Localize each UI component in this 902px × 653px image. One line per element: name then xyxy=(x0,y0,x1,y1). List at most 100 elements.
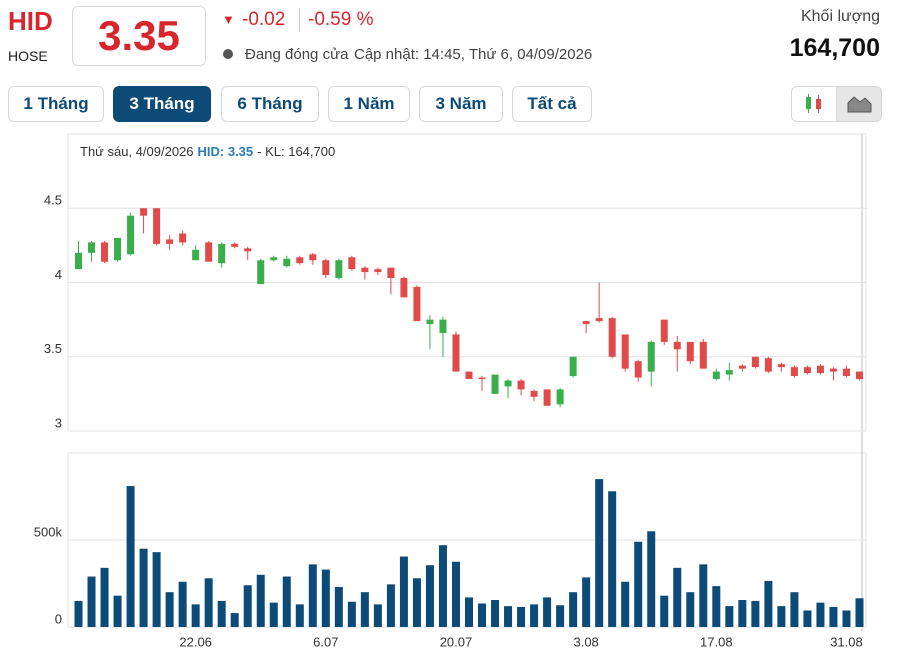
candle-body xyxy=(751,356,759,368)
candle-body xyxy=(452,334,460,372)
candle-body xyxy=(127,215,135,255)
candle-body xyxy=(257,260,265,284)
candle-body xyxy=(374,269,382,273)
volume-bar xyxy=(87,576,96,627)
tab[interactable]: 1 Tháng xyxy=(8,86,104,122)
volume-bar xyxy=(74,600,83,627)
volume-bar xyxy=(243,585,252,627)
candle-body xyxy=(647,341,655,372)
candle-body xyxy=(699,341,707,369)
volume-bar xyxy=(608,491,617,627)
volume-bar xyxy=(790,592,799,627)
candle-body xyxy=(829,368,837,372)
tooltip-date: Thứ sáu, 4/09/2026 xyxy=(80,144,194,159)
candle-body xyxy=(192,249,200,261)
candle-body xyxy=(816,365,824,374)
candle-body xyxy=(465,371,473,380)
tab[interactable]: Tất cả xyxy=(512,86,592,122)
candle-body xyxy=(205,242,213,262)
x-tick-label: 22.06 xyxy=(179,634,212,649)
x-tick-label: 31.08 xyxy=(830,634,863,649)
volume-bar xyxy=(855,598,864,627)
candle-body xyxy=(413,286,421,322)
candle-body xyxy=(231,243,239,247)
area-icon xyxy=(847,96,872,113)
volume-bar xyxy=(764,580,773,627)
volume-bar xyxy=(282,576,291,627)
tab[interactable]: 6 Tháng xyxy=(221,86,319,122)
candle-body xyxy=(621,334,629,369)
volume-bar xyxy=(165,592,174,627)
volume-bar xyxy=(582,577,591,627)
candle-body xyxy=(244,248,252,252)
candle-body xyxy=(582,321,590,325)
volume-bar xyxy=(829,606,838,627)
tooltip: Thứ sáu, 4/09/2026 HID: 3.35- KL: 164,700 xyxy=(80,144,335,159)
candle-icon xyxy=(806,94,821,113)
down-arrow: ▼ xyxy=(222,12,235,27)
candle-body xyxy=(400,278,408,298)
x-tick-label: 20.07 xyxy=(440,634,473,649)
volume-bar xyxy=(113,595,122,627)
candle-body xyxy=(725,370,733,375)
candle-body xyxy=(309,254,317,261)
volume-bar xyxy=(152,552,161,627)
candle-body xyxy=(543,389,551,406)
updated: Cập nhật: 14:45, Thứ 6, 04/09/2026 xyxy=(354,46,593,63)
volume-bar xyxy=(360,592,369,627)
candle-body xyxy=(361,267,369,273)
candle-body xyxy=(439,319,447,333)
volume-bar xyxy=(230,613,239,627)
volume-bar xyxy=(517,606,526,627)
status: Đang đóng cửa xyxy=(245,46,349,63)
volume-bar xyxy=(438,545,447,627)
volume-bar xyxy=(647,531,656,627)
volume-bar xyxy=(373,604,382,627)
candle-body xyxy=(88,242,96,253)
tooltip-price: HID: 3.35 xyxy=(198,144,254,159)
tab[interactable]: 3 Tháng xyxy=(113,86,211,122)
volume-bar xyxy=(751,600,760,627)
candle-body xyxy=(75,252,83,270)
candle-body xyxy=(140,208,148,216)
volume-bar xyxy=(126,486,135,627)
volume-bar xyxy=(295,604,304,627)
candle-body xyxy=(153,208,161,244)
volume-bar xyxy=(139,548,148,627)
volume-bar xyxy=(399,556,408,627)
candle-body xyxy=(504,380,512,387)
volume-bar xyxy=(816,602,825,627)
volume-label: Khối lượng xyxy=(800,8,880,25)
candle-body xyxy=(101,242,109,262)
price: 3.35 xyxy=(72,6,206,66)
volume-bar xyxy=(738,600,747,627)
candle-body xyxy=(686,341,694,362)
volume-bar xyxy=(321,569,330,627)
tab[interactable]: 3 Năm xyxy=(419,86,503,122)
divider xyxy=(299,8,300,32)
volume-bar xyxy=(660,595,669,627)
x-tick-label: 6.07 xyxy=(313,634,338,649)
candle-body xyxy=(179,233,187,243)
y-tick-label: 3 xyxy=(55,415,62,430)
candle-body xyxy=(478,377,486,380)
volume-bar xyxy=(412,578,421,627)
volume-bar xyxy=(621,581,630,627)
area-toggle[interactable] xyxy=(836,86,882,122)
y-tick-label: 500k xyxy=(34,524,63,539)
volume-bar xyxy=(191,604,200,627)
x-tick-label: 3.08 xyxy=(573,634,598,649)
candle-body xyxy=(855,371,863,380)
volume-bar xyxy=(478,603,487,627)
tab[interactable]: 1 Năm xyxy=(328,86,410,122)
change-pct: -0.59 % xyxy=(308,9,374,30)
volume-bar xyxy=(217,600,226,627)
volume-bar xyxy=(569,592,578,627)
candle-body xyxy=(595,318,603,322)
volume-bar xyxy=(556,605,565,627)
volume-bar xyxy=(712,586,721,627)
volume-bar xyxy=(699,564,708,627)
volume-bar xyxy=(334,586,343,627)
candle-body xyxy=(218,243,226,264)
candle-body xyxy=(790,367,798,377)
